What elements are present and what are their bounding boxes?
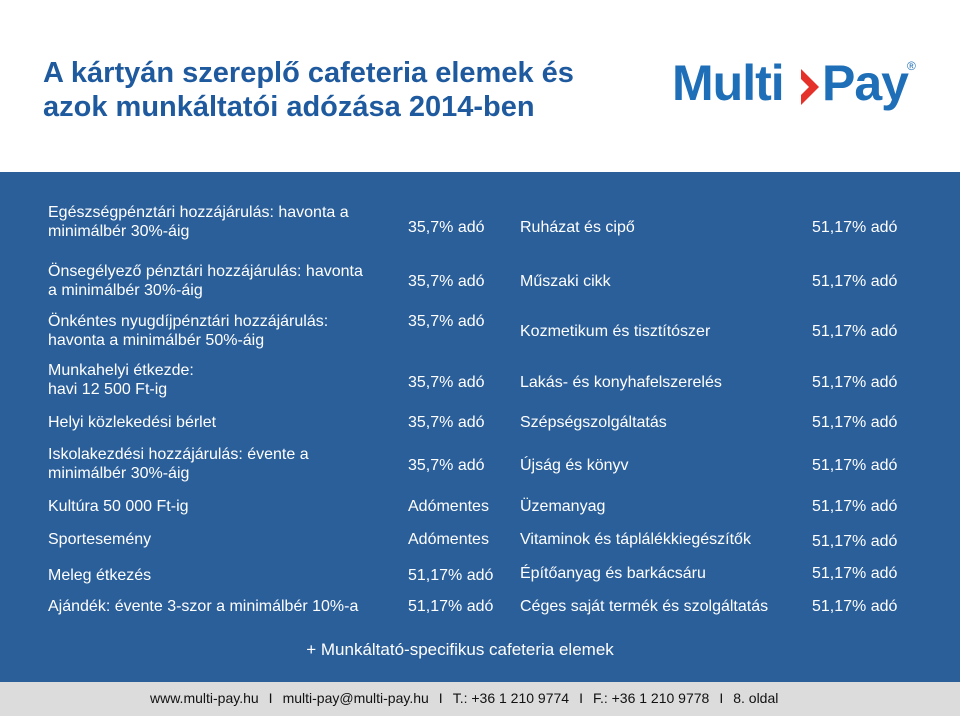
benefit-tax: Adómentes: [408, 498, 489, 515]
logo-registered-mark: ®: [907, 59, 916, 73]
card-item-tax: 51,17% adó: [812, 565, 898, 582]
card-item-tax: 51,17% adó: [812, 273, 898, 290]
footer-separator: I: [438, 690, 443, 706]
logo-arrow-icon: [801, 69, 819, 105]
card-item: Újság és könyv: [520, 457, 629, 474]
card-item: Szépségszolgáltatás: [520, 414, 667, 431]
page-number: 8. oldal: [733, 690, 779, 706]
benefit-tax: 35,7% adó: [408, 313, 485, 330]
benefit-tax: 35,7% adó: [408, 219, 485, 236]
benefit-label: Munkahelyi étkezde: havi 12 500 Ft-ig: [48, 362, 194, 398]
benefit-label: Sportesemény: [48, 531, 152, 548]
card-item-tax: 51,17% adó: [812, 598, 898, 615]
footer-separator: I: [579, 690, 583, 706]
card-item-tax: 51,17% adó: [812, 414, 898, 431]
footer-bar: [0, 682, 960, 716]
employer-specific-note: + Munkáltató-specifikus cafeteria elemek: [306, 640, 614, 659]
card-item-tax: 51,17% adó: [812, 457, 898, 474]
benefit-tax: 51,17% adó: [408, 598, 494, 615]
fax-number: F.: +36 1 210 9778: [592, 690, 710, 706]
card-item: Kozmetikum és tisztítószer: [520, 323, 711, 340]
logo-text-pay: Pay: [822, 55, 909, 111]
card-item: Ruházat és cipő: [520, 219, 635, 236]
benefit-tax: 35,7% adó: [408, 457, 485, 474]
benefit-tax: 35,7% adó: [408, 273, 485, 290]
benefit-label: Önkéntes nyugdíjpénztári hozzájárulás: ha…: [48, 313, 329, 349]
benefit-tax: Adómentes: [408, 531, 489, 548]
benefit-label: Kultúra 50 000 Ft-ig: [48, 498, 189, 515]
email-link[interactable]: multi-pay@multi-pay.hu: [282, 690, 429, 706]
footer-separator: I: [268, 690, 273, 706]
phone-number: T.: +36 1 210 9774: [452, 690, 570, 706]
title-line-1: A kártyán szereplő cafeteria elemek és: [43, 57, 574, 89]
card-item-tax: 51,17% adó: [812, 323, 898, 340]
card-item: Vitaminok és táplálékkiegészítők: [520, 531, 751, 548]
card-item-tax: 51,17% adó: [812, 533, 898, 550]
benefit-label: Egészségpénztári hozzájárulás: havonta a…: [48, 204, 349, 240]
page-title: A kártyán szereplő cafeteria elemek és a…: [43, 56, 663, 124]
card-item: Üzemanyag: [520, 498, 606, 515]
card-item: Lakás- és konyhafelszerelés: [520, 374, 722, 391]
cafeteria-panel: [0, 172, 960, 716]
card-item: Építőanyag és barkácsáru: [520, 565, 706, 582]
benefit-tax: 35,7% adó: [408, 414, 485, 431]
card-item: Műszaki cikk: [520, 273, 611, 290]
benefit-label: Önsegélyező pénztári hozzájárulás: havon…: [48, 263, 363, 299]
title-line-2: azok munkáltatói adózása 2014-ben: [43, 91, 535, 123]
benefit-label: Helyi közlekedési bérlet: [48, 414, 217, 431]
benefit-tax: 51,17% adó: [408, 567, 494, 584]
card-item-tax: 51,17% adó: [812, 498, 898, 515]
multipay-logo: Multi Pay ®: [672, 55, 922, 115]
benefit-label: Ajándék: évente 3-szor a minimálbér 10%-…: [48, 598, 359, 615]
benefit-tax: 35,7% adó: [408, 374, 485, 391]
footer-separator: I: [719, 690, 724, 706]
card-item-tax: 51,17% adó: [812, 219, 898, 236]
website-link[interactable]: www.multi-pay.hu: [150, 690, 259, 706]
benefit-label: Iskolakezdési hozzájárulás: évente a mini…: [48, 446, 309, 482]
logo-text-multi: Multi: [672, 55, 785, 111]
card-item-tax: 51,17% adó: [812, 374, 898, 391]
benefit-label: Meleg étkezés: [48, 567, 152, 584]
card-item: Céges saját termék és szolgáltatás: [520, 598, 769, 615]
